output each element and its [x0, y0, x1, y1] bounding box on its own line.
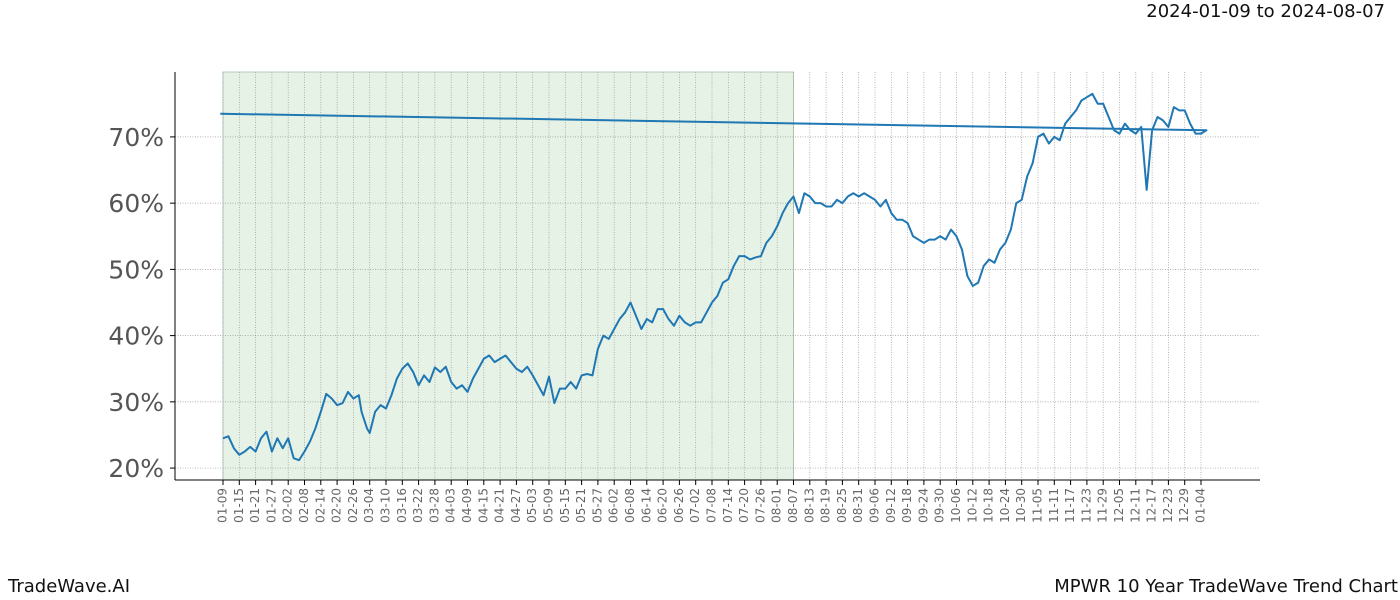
x-tick-label: 04-21 — [493, 488, 507, 523]
x-tick-label: 08-07 — [786, 488, 800, 523]
x-tick-label: 12-11 — [1128, 488, 1142, 523]
x-tick-label: 11-17 — [1063, 488, 1077, 523]
x-tick-label: 08-13 — [802, 488, 816, 523]
x-tick-label: 07-14 — [721, 488, 735, 523]
x-tick-label: 07-08 — [705, 488, 719, 523]
x-tick-label: 02-02 — [281, 488, 295, 523]
x-tick-label: 05-27 — [590, 488, 604, 523]
x-tick-label: 09-24 — [916, 488, 930, 523]
x-tick-label: 10-18 — [982, 488, 996, 523]
footer-right: MPWR 10 Year TradeWave Trend Chart — [1054, 576, 1398, 597]
y-tick-label: 60% — [108, 189, 164, 218]
x-tick-label: 10-30 — [1014, 488, 1028, 523]
x-tick-label: 11-23 — [1079, 488, 1093, 523]
x-tick-label: 10-12 — [965, 488, 979, 523]
x-tick-label: 02-20 — [330, 488, 344, 523]
x-tick-label: 07-20 — [737, 488, 751, 523]
x-tick-label: 04-15 — [476, 488, 490, 523]
x-tick-label: 03-10 — [379, 488, 393, 523]
x-tick-label: 02-08 — [297, 488, 311, 523]
x-tick-label: 09-12 — [884, 488, 898, 523]
x-tick-label: 01-27 — [264, 488, 278, 523]
y-tick-label: 30% — [108, 388, 164, 417]
x-tick-label: 04-03 — [444, 488, 458, 523]
x-tick-label: 09-30 — [933, 488, 947, 523]
footer-left: TradeWave.AI — [7, 576, 130, 597]
x-tick-label: 11-11 — [1047, 488, 1061, 523]
x-tick-label: 04-09 — [460, 488, 474, 523]
x-tick-label: 03-04 — [362, 488, 376, 523]
x-tick-label: 05-03 — [525, 488, 539, 523]
x-tick-label: 10-24 — [998, 488, 1012, 523]
y-tick-label: 40% — [108, 322, 164, 351]
y-tick-label: 50% — [108, 255, 164, 284]
x-tick-label: 03-28 — [427, 488, 441, 523]
x-tick-label: 08-31 — [851, 488, 865, 523]
x-tick-label: 05-09 — [542, 488, 556, 523]
x-tick-label: 06-20 — [656, 488, 670, 523]
x-tick-label: 11-29 — [1096, 488, 1110, 523]
x-tick-label: 10-06 — [949, 488, 963, 523]
x-tick-label: 09-18 — [900, 488, 914, 523]
x-tick-label: 01-09 — [216, 488, 230, 523]
x-tick-label: 04-27 — [509, 488, 523, 523]
x-tick-label: 06-08 — [623, 488, 637, 523]
x-tick-label: 12-17 — [1145, 488, 1159, 523]
x-tick-label: 08-19 — [819, 488, 833, 523]
x-tick-label: 07-02 — [688, 488, 702, 523]
highlight-region — [222, 71, 794, 481]
x-tick-label: 02-14 — [313, 488, 327, 523]
x-tick-label: 02-26 — [346, 488, 360, 523]
x-tick-label: 06-26 — [672, 488, 686, 523]
x-tick-label: 03-22 — [411, 488, 425, 523]
x-tick-label: 03-16 — [395, 488, 409, 523]
trend-line — [220, 92, 1208, 462]
x-tick-label: 07-26 — [753, 488, 767, 523]
x-tick-label: 05-15 — [558, 488, 572, 523]
y-tick-label: 70% — [108, 123, 164, 152]
x-tick-label: 11-05 — [1031, 488, 1045, 523]
x-tick-label: 09-06 — [868, 488, 882, 523]
x-tick-label: 06-14 — [639, 488, 653, 523]
x-tick-label: 01-15 — [232, 488, 246, 523]
x-tick-label: 12-23 — [1161, 488, 1175, 523]
x-tick-label: 12-29 — [1177, 488, 1191, 523]
x-tick-label: 01-21 — [248, 488, 262, 523]
x-tick-label: 01-04 — [1194, 488, 1208, 523]
x-tick-label: 06-02 — [607, 488, 621, 523]
x-tick-label: 08-25 — [835, 488, 849, 523]
x-tick-label: 08-01 — [770, 488, 784, 523]
x-tick-label: 12-05 — [1112, 488, 1126, 523]
x-tick-label: 05-21 — [574, 488, 588, 523]
y-tick-label: 20% — [108, 454, 164, 483]
date-range: 2024-01-09 to 2024-08-07 — [1146, 1, 1385, 22]
